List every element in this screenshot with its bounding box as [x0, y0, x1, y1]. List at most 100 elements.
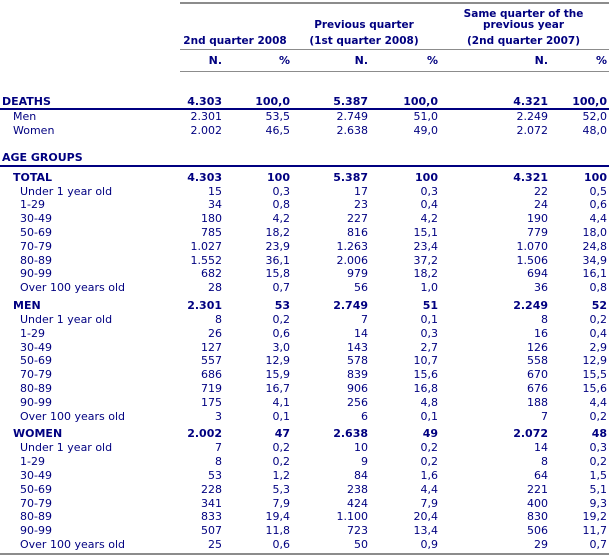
value-cell: 100,0 — [403, 94, 438, 108]
row-label: 70-79 — [20, 239, 52, 253]
row-label: 80-89 — [20, 381, 52, 395]
value-cell: 4.321 — [513, 170, 548, 184]
header-mid-rule — [180, 49, 609, 50]
value-cell: 46,5 — [265, 123, 291, 137]
value-cell: 3 — [215, 409, 222, 423]
row-label: DEATHS — [2, 94, 51, 108]
row-label: 90-99 — [20, 395, 52, 409]
value-cell: 10,7 — [413, 354, 439, 368]
value-cell: 227 — [347, 212, 368, 226]
row-label: 80-89 — [20, 510, 52, 524]
value-cell: 48,0 — [582, 123, 608, 137]
value-cell: 0,3 — [589, 441, 608, 455]
value-cell: 2.638 — [336, 123, 369, 137]
value-cell: 0,4 — [589, 326, 608, 340]
table-row: 30-49 180 4,2 227 4,2 190 4,4 — [0, 212, 609, 226]
value-cell: 53 — [274, 299, 290, 313]
value-cell: 19,2 — [582, 510, 608, 524]
value-cell: 694 — [527, 267, 548, 281]
value-cell: 15,1 — [413, 225, 439, 239]
table-row: MEN 2.301 53 2.749 51 2.249 52 — [0, 295, 609, 313]
row-label: 50-69 — [20, 482, 52, 496]
value-cell: 676 — [527, 381, 548, 395]
subcolumn-header: N. % N. % N. % — [0, 50, 609, 71]
row-label: TOTAL — [13, 170, 53, 184]
value-cell: 2.002 — [190, 123, 223, 137]
row-label: 70-79 — [20, 368, 52, 382]
value-cell: 0,1 — [272, 409, 291, 423]
value-cell: 578 — [347, 354, 368, 368]
value-cell: 64 — [534, 468, 548, 482]
table-row: Under 1 year old 8 0,2 7 0,1 8 0,2 — [0, 313, 609, 327]
col-header-pct: % — [426, 54, 438, 67]
table-top-rule — [180, 2, 609, 4]
value-cell: 25 — [208, 537, 222, 551]
value-cell: 84 — [354, 468, 368, 482]
value-cell: 29 — [534, 537, 548, 551]
row-label: 30-49 — [20, 468, 52, 482]
row-label: 30-49 — [20, 340, 52, 354]
value-cell: 24,8 — [582, 239, 608, 253]
value-cell: 670 — [527, 368, 548, 382]
value-cell: 15,8 — [265, 267, 291, 281]
table-row: Over 100 years old 28 0,7 56 1,0 36 0,8 — [0, 281, 609, 295]
col-header-pct: % — [595, 54, 607, 67]
value-cell: 1.100 — [336, 510, 369, 524]
value-cell: 7 — [215, 441, 222, 455]
value-cell: 256 — [347, 395, 368, 409]
value-cell: 9 — [361, 455, 368, 469]
value-cell: 0,7 — [589, 537, 608, 551]
value-cell: 1.263 — [336, 239, 369, 253]
table-row: WOMEN 2.002 47 2.638 49 2.072 48 — [0, 423, 609, 441]
value-cell: 0,3 — [420, 184, 439, 198]
value-cell: 1,0 — [420, 281, 439, 295]
value-cell: 23 — [354, 198, 368, 212]
group-subtitle: (2nd quarter 2007) — [466, 35, 580, 47]
value-cell: 2.249 — [516, 110, 549, 123]
table-row: Under 1 year old 7 0,2 10 0,2 14 0,3 — [0, 441, 609, 455]
value-cell: 4,8 — [420, 395, 439, 409]
value-cell: 24 — [534, 198, 548, 212]
value-cell: 0,2 — [272, 312, 291, 326]
value-cell: 830 — [527, 510, 548, 524]
value-cell: 100,0 — [572, 94, 607, 108]
value-cell: 14 — [354, 326, 368, 340]
value-cell: 4,2 — [420, 212, 439, 226]
value-cell: 11,8 — [265, 524, 291, 538]
value-cell: 1.027 — [190, 239, 223, 253]
value-cell: 8 — [215, 312, 222, 326]
value-cell: 906 — [347, 381, 368, 395]
value-cell: 100 — [415, 170, 438, 184]
value-cell: 0,1 — [420, 409, 439, 423]
value-cell: 100,0 — [255, 94, 290, 108]
value-cell: 9,3 — [589, 496, 608, 510]
value-cell: 4,4 — [589, 395, 608, 409]
value-cell: 7,9 — [272, 496, 291, 510]
table-body: DEATHS 4.303 100,0 5.387 100,0 4.321 100,0 Men 2… — [0, 95, 609, 552]
value-cell: 0,1 — [420, 312, 439, 326]
row-label: Women — [13, 123, 55, 137]
value-cell: 2.072 — [513, 427, 548, 441]
value-cell: 180 — [201, 212, 222, 226]
value-cell: 341 — [201, 496, 222, 510]
row-label: 1-29 — [20, 455, 45, 469]
row-label: 80-89 — [20, 253, 52, 267]
table-row: 1-29 8 0,2 9 0,2 8 0,2 — [0, 455, 609, 469]
value-cell: 0,2 — [272, 455, 291, 469]
value-cell: 4.321 — [513, 94, 548, 108]
value-cell: 52,0 — [582, 110, 608, 123]
value-cell: 49 — [422, 427, 438, 441]
row-label: 1-29 — [20, 198, 45, 212]
table-row: 70-79 1.027 23,9 1.263 23,4 1.070 24,8 — [0, 240, 609, 254]
value-cell: 1,6 — [420, 468, 439, 482]
table-row: Over 100 years old 3 0,1 6 0,1 7 0,2 — [0, 410, 609, 424]
value-cell: 143 — [347, 340, 368, 354]
value-cell: 56 — [354, 281, 368, 295]
value-cell: 0,2 — [272, 441, 291, 455]
value-cell: 15,9 — [265, 368, 291, 382]
value-cell: 0,5 — [589, 184, 608, 198]
value-cell: 816 — [347, 225, 368, 239]
value-cell: 424 — [347, 496, 368, 510]
value-cell: 37,2 — [413, 253, 439, 267]
group-subtitle: (1st quarter 2008) — [309, 35, 419, 47]
